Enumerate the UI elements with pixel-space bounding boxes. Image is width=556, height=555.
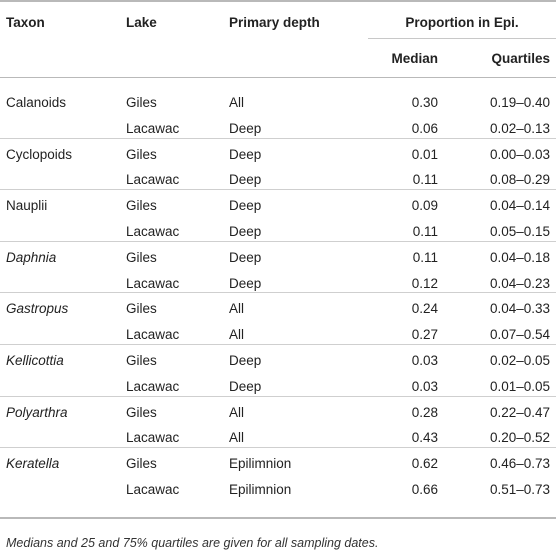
cell-lake: Giles [126, 147, 157, 162]
cell-taxon: Daphnia [6, 250, 57, 265]
cell-depth: Deep [229, 224, 262, 239]
bottom-rule [0, 517, 556, 519]
cell-lake: Giles [126, 353, 157, 368]
cell-depth: Deep [229, 198, 262, 213]
cell-taxon: Calanoids [6, 95, 67, 110]
cell-lake: Lacawac [126, 172, 180, 187]
cell-depth: Deep [229, 353, 262, 368]
cell-lake: Giles [126, 250, 157, 265]
cell-quartiles: 0.46–0.73 [489, 456, 550, 471]
cell-median: 0.43 [411, 430, 438, 445]
cell-quartiles: 0.04–0.23 [489, 276, 550, 291]
header-proportion: Proportion in Epi. [405, 15, 519, 30]
cell-quartiles: 0.02–0.13 [489, 121, 550, 136]
cell-median: 0.62 [411, 456, 438, 471]
cell-quartiles: 0.04–0.33 [489, 301, 550, 316]
group-divider [0, 189, 556, 190]
cell-median: 0.06 [411, 121, 438, 136]
cell-median: 0.03 [411, 353, 438, 368]
cell-lake: Giles [126, 95, 157, 110]
cell-depth: All [229, 430, 245, 445]
cell-taxon: Kellicottia [6, 353, 64, 368]
cell-lake: Lacawac [126, 121, 180, 136]
cell-quartiles: 0.20–0.52 [489, 430, 550, 445]
cell-depth: All [229, 301, 245, 316]
header-subrule [368, 38, 556, 39]
cell-median: 0.30 [411, 95, 438, 110]
table-footnote: Medians and 25 and 75% quartiles are giv… [6, 536, 379, 550]
cell-depth: Deep [229, 147, 262, 162]
group-divider [0, 241, 556, 242]
group-divider [0, 396, 556, 397]
cell-median: 0.03 [411, 379, 438, 394]
cell-lake: Giles [126, 405, 157, 420]
cell-taxon: Gastropus [6, 301, 69, 316]
cell-median: 0.66 [411, 482, 438, 497]
group-divider [0, 344, 556, 345]
cell-quartiles: 0.00–0.03 [489, 147, 550, 162]
cell-depth: Epilimnion [229, 456, 292, 471]
cell-quartiles: 0.01–0.05 [489, 379, 550, 394]
cell-depth: Epilimnion [229, 482, 292, 497]
cell-median: 0.24 [411, 301, 438, 316]
cell-quartiles: 0.04–0.18 [489, 250, 550, 265]
cell-lake: Lacawac [126, 276, 180, 291]
header-quartiles: Quartiles [491, 51, 550, 66]
cell-taxon: Keratella [6, 456, 60, 471]
cell-median: 0.28 [411, 405, 438, 420]
cell-quartiles: 0.07–0.54 [489, 327, 550, 342]
cell-depth: Deep [229, 121, 262, 136]
header-lake: Lake [126, 15, 157, 30]
cell-quartiles: 0.02–0.05 [489, 353, 550, 368]
cell-depth: Deep [229, 379, 262, 394]
cell-median: 0.27 [411, 327, 438, 342]
cell-taxon: Nauplii [6, 198, 48, 213]
cell-taxon: Cyclopoids [6, 147, 73, 162]
cell-median: 0.11 [412, 172, 438, 187]
cell-median: 0.11 [412, 250, 438, 265]
cell-lake: Lacawac [126, 482, 180, 497]
cell-quartiles: 0.19–0.40 [489, 95, 550, 110]
cell-depth: Deep [229, 250, 262, 265]
cell-depth: All [229, 327, 245, 342]
cell-lake: Lacawac [126, 379, 180, 394]
top-rule [0, 0, 556, 2]
cell-median: 0.01 [411, 147, 438, 162]
cell-taxon: Polyarthra [6, 405, 68, 420]
cell-median: 0.11 [412, 224, 438, 239]
cell-quartiles: 0.08–0.29 [489, 172, 550, 187]
header-depth: Primary depth [229, 15, 320, 30]
cell-depth: All [229, 95, 245, 110]
cell-median: 0.12 [411, 276, 438, 291]
header-median: Median [391, 51, 438, 66]
cell-quartiles: 0.22–0.47 [489, 405, 550, 420]
cell-depth: Deep [229, 276, 262, 291]
cell-depth: All [229, 405, 245, 420]
group-divider [0, 138, 556, 139]
cell-lake: Lacawac [126, 430, 180, 445]
cell-median: 0.09 [411, 198, 438, 213]
cell-lake: Lacawac [126, 327, 180, 342]
cell-lake: Giles [126, 456, 157, 471]
cell-depth: Deep [229, 172, 262, 187]
cell-quartiles: 0.05–0.15 [489, 224, 550, 239]
group-divider [0, 292, 556, 293]
cell-lake: Giles [126, 198, 157, 213]
group-divider [0, 447, 556, 448]
cell-lake: Lacawac [126, 224, 180, 239]
cell-quartiles: 0.04–0.14 [489, 198, 550, 213]
header-rule [0, 77, 556, 78]
cell-quartiles: 0.51–0.73 [489, 482, 550, 497]
header-taxon: Taxon [6, 15, 45, 30]
cell-lake: Giles [126, 301, 157, 316]
